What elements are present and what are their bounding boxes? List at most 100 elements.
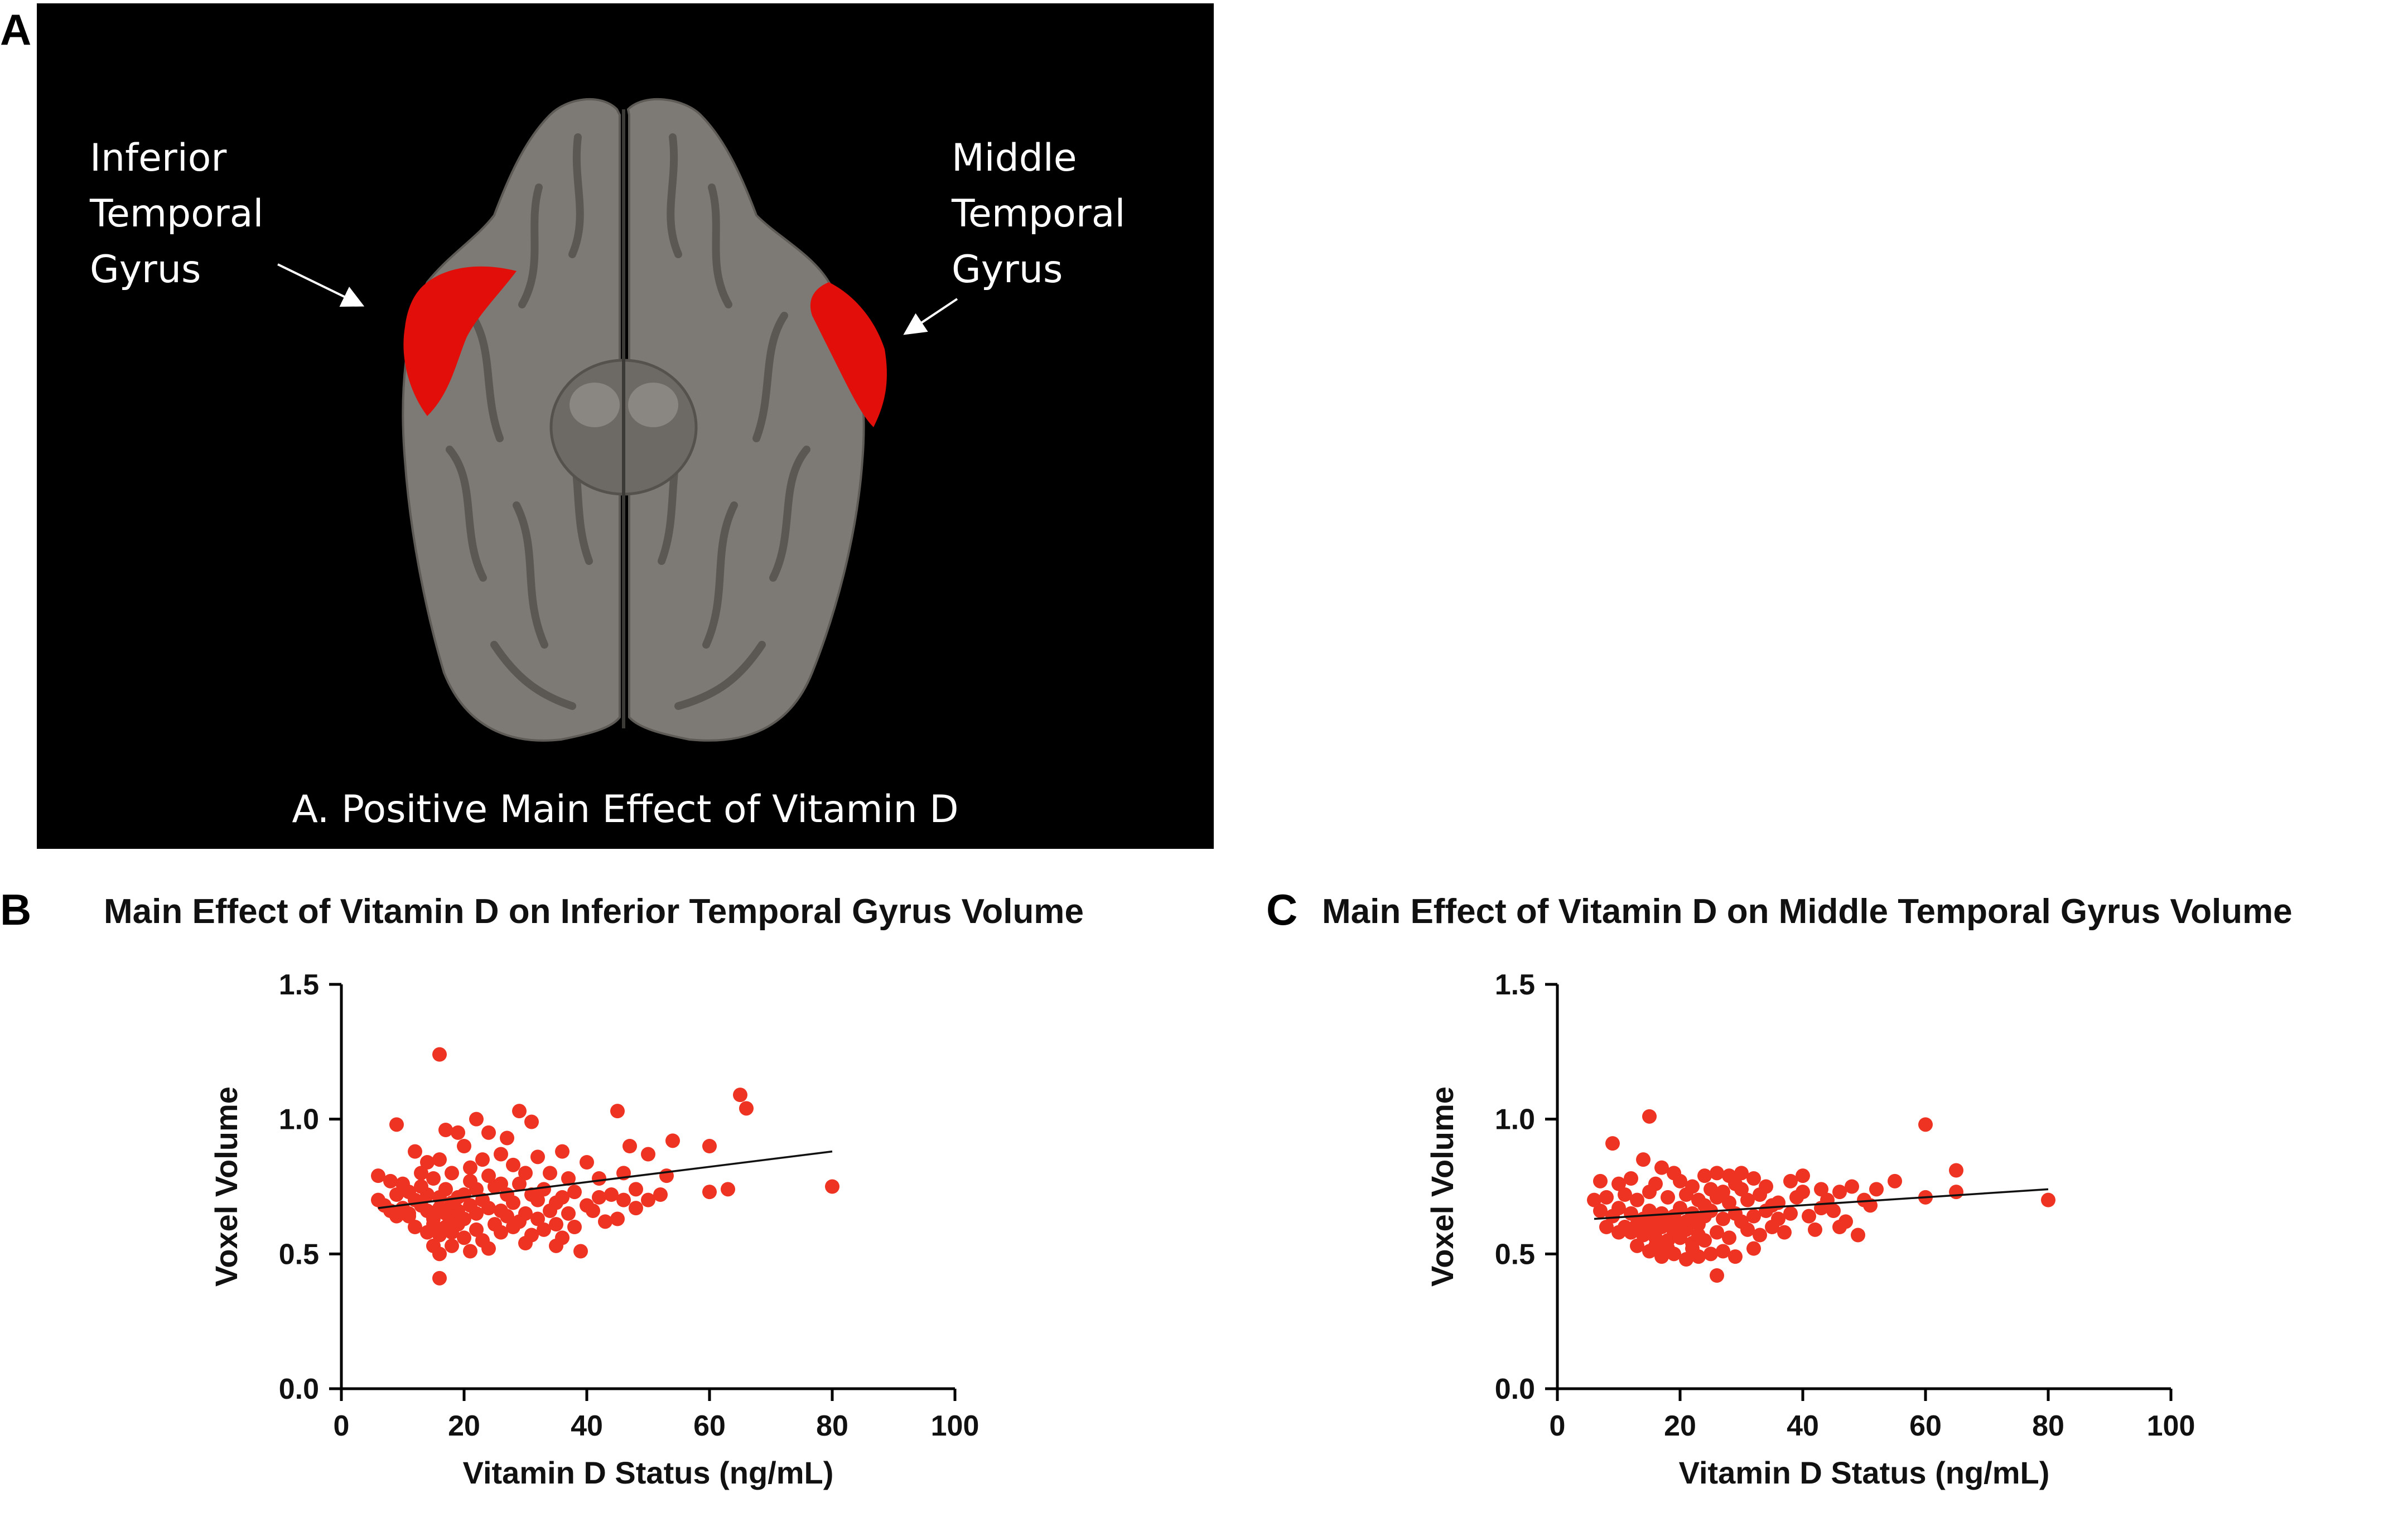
data-point <box>1710 1225 1724 1240</box>
x-tick-label: 20 <box>1664 1410 1696 1442</box>
data-point <box>604 1187 619 1202</box>
data-point <box>494 1176 508 1191</box>
data-point <box>561 1171 576 1186</box>
data-point <box>549 1195 563 1210</box>
middle-temporal-gyrus-highlight <box>810 282 887 427</box>
data-point <box>402 1206 416 1221</box>
data-point <box>463 1173 477 1188</box>
label-right-line3: Gyrus <box>952 248 1063 292</box>
data-point <box>1599 1220 1614 1234</box>
data-point <box>530 1192 545 1207</box>
data-point <box>494 1147 508 1162</box>
data-point <box>1691 1249 1706 1264</box>
data-point <box>1679 1252 1693 1267</box>
data-point <box>1673 1201 1687 1216</box>
data-point <box>537 1182 551 1197</box>
data-point <box>432 1152 447 1167</box>
data-point <box>1611 1225 1626 1240</box>
data-point <box>1593 1173 1608 1188</box>
x-tick-label: 60 <box>693 1410 726 1442</box>
data-point <box>426 1171 441 1186</box>
data-point <box>1611 1176 1626 1191</box>
data-point <box>500 1209 514 1224</box>
data-point <box>414 1166 428 1181</box>
data-point <box>518 1166 533 1181</box>
y-tick-label: 1.0 <box>279 1104 319 1136</box>
x-tick-label: 60 <box>1909 1410 1942 1442</box>
y-tick-label: 0.5 <box>279 1238 319 1270</box>
data-point <box>573 1244 588 1259</box>
brain-figure: Inferior Temporal Gyrus Middle Temporal … <box>37 3 1214 849</box>
data-point <box>445 1238 459 1253</box>
arrow-right <box>903 298 958 335</box>
y-tick-label: 1.0 <box>1495 1104 1535 1136</box>
data-point <box>739 1101 754 1116</box>
data-point <box>371 1168 385 1183</box>
x-tick-label: 20 <box>448 1410 480 1442</box>
data-point <box>629 1201 643 1216</box>
data-point <box>494 1225 508 1240</box>
x-tick-label: 40 <box>1787 1410 1819 1442</box>
data-point <box>610 1104 625 1119</box>
data-point <box>1949 1185 1963 1200</box>
data-point <box>721 1182 735 1197</box>
data-point <box>1765 1198 1779 1213</box>
data-point <box>549 1217 563 1232</box>
y-axis-label: Voxel Volume <box>209 1086 244 1287</box>
data-point <box>567 1220 582 1234</box>
arrow-left <box>277 263 365 307</box>
data-point <box>567 1185 582 1200</box>
x-tick-label: 80 <box>816 1410 848 1442</box>
y-axis-label: Voxel Volume <box>1425 1086 1460 1287</box>
data-point <box>2041 1192 2055 1207</box>
data-point <box>1746 1171 1761 1186</box>
data-point <box>1746 1241 1761 1256</box>
y-tick-label: 0.5 <box>1495 1238 1535 1270</box>
data-point <box>481 1241 496 1256</box>
data-point <box>1667 1246 1681 1262</box>
data-point <box>1697 1233 1712 1248</box>
y-tick-label: 1.5 <box>279 969 319 1001</box>
left-hemisphere <box>402 98 621 742</box>
x-axis-label: Vitamin D Status (ng/mL) <box>463 1455 834 1490</box>
data-point <box>537 1222 551 1237</box>
data-point <box>592 1190 606 1205</box>
data-point <box>469 1206 484 1221</box>
data-point <box>586 1204 600 1218</box>
data-point <box>414 1179 428 1194</box>
data-point <box>561 1206 576 1221</box>
x-tick-label: 40 <box>571 1410 603 1442</box>
data-point <box>1728 1249 1743 1264</box>
data-point <box>1654 1206 1669 1221</box>
data-point <box>475 1152 490 1167</box>
label-left-line2: Temporal <box>89 192 263 236</box>
data-point <box>1765 1220 1779 1234</box>
data-point <box>1783 1206 1798 1221</box>
data-point <box>1746 1209 1761 1224</box>
data-point <box>1753 1228 1767 1243</box>
data-point <box>1716 1244 1730 1259</box>
data-point <box>481 1125 496 1140</box>
label-left-line1: Inferior <box>90 136 226 180</box>
data-point <box>733 1088 747 1103</box>
data-point <box>389 1117 404 1132</box>
data-point <box>1630 1217 1644 1232</box>
data-point <box>1630 1238 1644 1253</box>
x-tick-label: 80 <box>2032 1410 2064 1442</box>
data-point <box>1826 1204 1841 1218</box>
data-point <box>1642 1109 1657 1124</box>
data-point <box>500 1130 514 1146</box>
data-point <box>1710 1268 1724 1283</box>
data-point <box>1888 1173 1902 1188</box>
data-point <box>1642 1185 1657 1200</box>
data-point <box>641 1192 655 1207</box>
data-point <box>457 1187 471 1202</box>
data-point <box>580 1155 594 1170</box>
data-point <box>469 1112 484 1127</box>
chart-title-c: Main Effect of Vitamin D on Middle Tempo… <box>1322 892 2293 931</box>
x-tick-label: 100 <box>931 1410 979 1442</box>
data-point <box>432 1270 447 1286</box>
data-point <box>1716 1211 1730 1226</box>
data-point <box>1654 1220 1669 1234</box>
data-point <box>1624 1171 1638 1186</box>
